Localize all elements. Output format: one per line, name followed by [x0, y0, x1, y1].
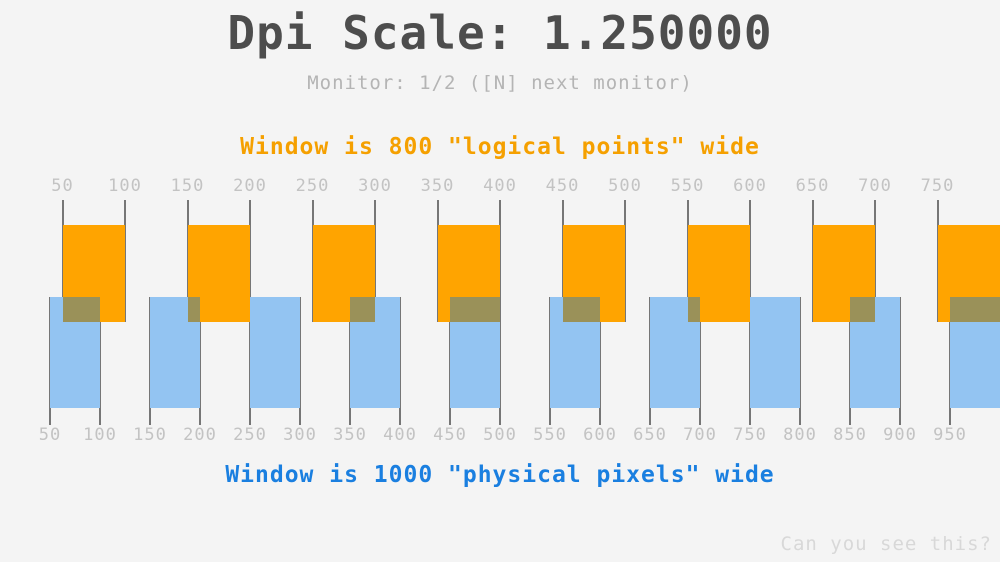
tick-label-physical-pixels-150: 150 [133, 425, 167, 445]
bar-overlap-region [187, 297, 200, 322]
tick-label-physical-pixels-850: 850 [833, 425, 867, 445]
bar-overlap-region [950, 297, 1000, 322]
tick-mark-logical-points-300 [374, 200, 376, 322]
tick-label-logical-points-700: 700 [858, 176, 892, 196]
tick-mark-physical-pixels-800 [799, 297, 801, 425]
tick-label-logical-points-200: 200 [233, 176, 267, 196]
tick-label-physical-pixels-400: 400 [383, 425, 417, 445]
physical-pixel-bar-250 [250, 297, 300, 408]
tick-label-physical-pixels-800: 800 [783, 425, 817, 445]
tick-label-physical-pixels-300: 300 [283, 425, 317, 445]
tick-label-physical-pixels-350: 350 [333, 425, 367, 445]
tick-mark-logical-points-100 [124, 200, 126, 322]
tick-mark-logical-points-600 [749, 200, 751, 322]
tick-label-logical-points-150: 150 [170, 176, 205, 196]
tick-label-physical-pixels-900: 900 [883, 425, 917, 445]
bar-overlap-region [62, 297, 100, 322]
tick-label-physical-pixels-550: 550 [533, 425, 567, 445]
tick-label-physical-pixels-700: 700 [683, 425, 717, 445]
bar-overlap-region [850, 297, 875, 322]
tick-mark-logical-points-200 [249, 200, 251, 322]
tick-label-physical-pixels-100: 100 [83, 425, 117, 445]
tick-label-physical-pixels-750: 750 [733, 425, 767, 445]
tick-mark-physical-pixels-400 [399, 297, 401, 425]
tick-label-logical-points-650: 650 [795, 176, 830, 196]
tick-label-physical-pixels-50: 50 [38, 425, 62, 445]
tick-label-physical-pixels-650: 650 [633, 425, 667, 445]
tick-mark-physical-pixels-700 [699, 297, 701, 425]
physical-pixels-caption: Window is 1000 "physical pixels" wide [225, 462, 775, 488]
tick-label-logical-points-350: 350 [420, 176, 455, 196]
tick-label-logical-points-400: 400 [483, 176, 517, 196]
tick-label-logical-points-750: 750 [920, 176, 955, 196]
tick-label-physical-pixels-250: 250 [233, 425, 267, 445]
tick-label-physical-pixels-600: 600 [583, 425, 617, 445]
tick-mark-physical-pixels-500 [499, 297, 501, 425]
bar-overlap-region [562, 297, 600, 322]
tick-mark-physical-pixels-600 [599, 297, 601, 425]
tick-label-logical-points-50: 50 [51, 176, 74, 196]
page-title: Dpi Scale: 1.250000 [227, 6, 773, 60]
tick-label-logical-points-100: 100 [108, 176, 142, 196]
tick-label-logical-points-500: 500 [608, 176, 642, 196]
logical-points-caption: Window is 800 "logical points" wide [240, 134, 760, 160]
tick-mark-logical-points-500 [624, 200, 626, 322]
tick-label-physical-pixels-450: 450 [433, 425, 467, 445]
tick-label-logical-points-300: 300 [358, 176, 392, 196]
monitor-status: Monitor: 1/2 ([N] next monitor) [307, 72, 693, 94]
physical-pixel-bar-750 [750, 297, 800, 408]
bar-overlap-region [450, 297, 500, 322]
tick-label-physical-pixels-950: 950 [933, 425, 967, 445]
tick-label-logical-points-250: 250 [295, 176, 330, 196]
tick-label-physical-pixels-500: 500 [483, 425, 517, 445]
bar-overlap-region [350, 297, 375, 322]
tick-label-physical-pixels-200: 200 [183, 425, 217, 445]
bar-overlap-region [687, 297, 700, 322]
tick-label-logical-points-600: 600 [733, 176, 767, 196]
tick-mark-logical-points-400 [499, 200, 501, 322]
tick-mark-logical-points-700 [874, 200, 876, 322]
tick-mark-physical-pixels-100 [99, 297, 101, 425]
legibility-note: Can you see this? [780, 533, 992, 555]
tick-mark-physical-pixels-300 [299, 297, 301, 425]
tick-label-logical-points-550: 550 [670, 176, 705, 196]
tick-mark-physical-pixels-200 [199, 297, 201, 425]
tick-label-logical-points-450: 450 [545, 176, 580, 196]
tick-mark-physical-pixels-900 [899, 297, 901, 425]
